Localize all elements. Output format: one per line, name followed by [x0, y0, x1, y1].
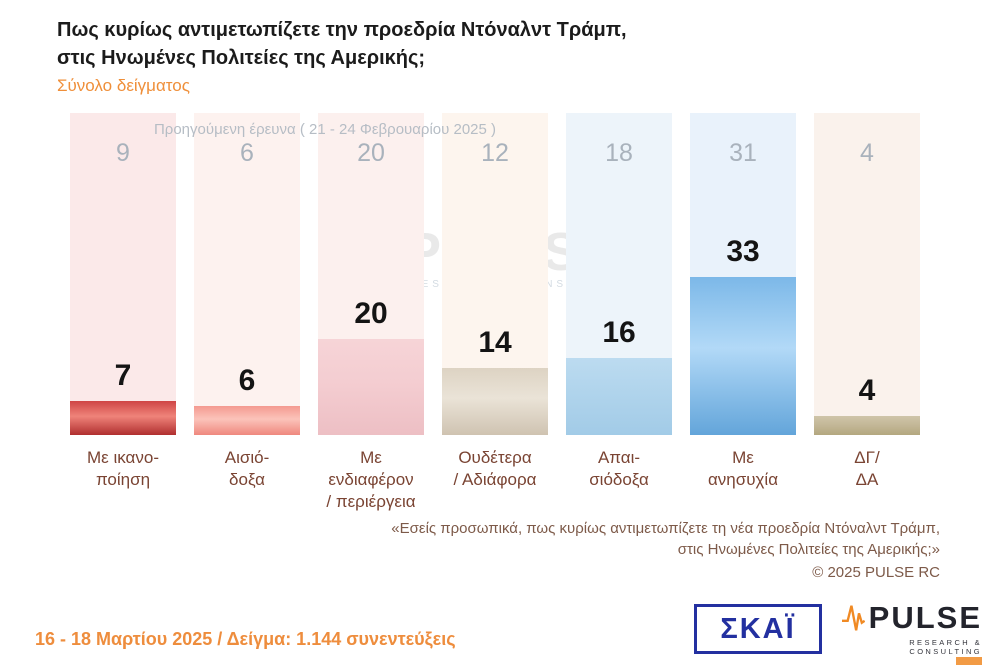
category-label-line: Με ικανο-	[87, 448, 159, 467]
previous-survey-header: Προηγούμενη έρευνα ( 21 - 24 Φεβρουαρίου…	[153, 121, 497, 138]
pulse-logo-accent	[956, 657, 982, 665]
category-label-line: / περιέργεια	[326, 492, 416, 511]
category-label-line: Ουδέτερα	[458, 448, 532, 467]
current-value-label: 6	[238, 364, 256, 397]
pulse-logo: PULSE RESEARCH & CONSULTING	[842, 600, 982, 665]
previous-value-label: 31	[729, 139, 757, 167]
bar-chart: Προηγούμενη έρευνα ( 21 - 24 Φεβρουαρίου…	[70, 113, 920, 435]
bar-7	[814, 416, 920, 435]
bar-1	[70, 401, 176, 435]
pulse-logo-text: PULSE	[868, 600, 982, 635]
current-value-label: 16	[602, 316, 636, 349]
column-background	[194, 113, 300, 435]
category-label-line: Με ενδιαφέρον	[328, 448, 414, 489]
skai-logo-text: ΣΚΑΪ	[720, 612, 796, 645]
chart-column: 31 33	[690, 113, 796, 435]
bar-5	[566, 358, 672, 435]
page-title: Πως κυρίως αντιμετωπίζετε την προεδρία Ν…	[57, 16, 627, 72]
column-background	[814, 113, 920, 435]
skai-logo: ΣΚΑΪ	[694, 604, 822, 654]
bar-3	[318, 339, 424, 435]
current-value-label: 14	[478, 326, 512, 359]
previous-value-label: 20	[357, 139, 385, 167]
category-label-line: Αισιό-	[224, 448, 270, 467]
footnote-line2: στις Ηνωμένες Πολιτείες της Αμερικής;»	[677, 541, 940, 558]
previous-value-label: 6	[240, 139, 254, 167]
bar-2	[194, 406, 300, 435]
survey-footnote: «Εσείς προσωπικά, πως κυρίως αντιμετωπίζ…	[391, 518, 940, 583]
previous-value-label: 9	[116, 139, 130, 167]
current-value-label: 7	[114, 359, 132, 392]
category-label-line: Με	[732, 448, 754, 467]
category-label: Ουδέτερα / Αδιάφορα	[442, 447, 548, 513]
footer-date-sample: 16 - 18 Μαρτίου 2025 / Δείγμα: 1.144 συν…	[35, 629, 456, 649]
page-title-line2: στις Ηνωμένες Πολιτείες της Αμερικής;	[57, 47, 426, 69]
category-label-line: σιόδοξα	[589, 470, 649, 489]
chart-columns: 9 7 6 6 20 20 12 14 18 16 31 33 4 4	[70, 113, 920, 435]
category-label-line: ΔΑ	[855, 470, 879, 489]
bar-6	[690, 277, 796, 435]
category-labels-row: Με ικανο-ποίηση Αισιό-δοξα Με ενδιαφέρον / …	[70, 447, 920, 513]
current-value-label: 20	[354, 297, 388, 330]
sample-subtitle: Σύνολο δείγματος	[57, 76, 190, 95]
category-label: Με ικανο-ποίηση	[70, 447, 176, 513]
chart-column: 12 14	[442, 113, 548, 435]
column-background	[70, 113, 176, 435]
previous-value-label: 18	[605, 139, 633, 167]
pulse-waveform-icon	[842, 605, 865, 631]
category-label-line: / Αδιάφορα	[453, 470, 537, 489]
pulse-logo-tagline: RESEARCH & CONSULTING	[909, 638, 982, 656]
footnote-line1: «Εσείς προσωπικά, πως κυρίως αντιμετωπίζ…	[391, 520, 940, 537]
category-label-line: Απαι-	[597, 448, 641, 467]
copyright-line: © 2025 PULSE RC	[812, 564, 940, 581]
category-label-line: δοξα	[229, 470, 265, 489]
category-label: Αισιό-δοξα	[194, 447, 300, 513]
category-label: Απαι-σιόδοξα	[566, 447, 672, 513]
category-label: Με ανησυχία	[690, 447, 796, 513]
previous-value-label: 12	[481, 139, 509, 167]
category-label-line: ποίηση	[95, 470, 151, 489]
chart-column: 20 20	[318, 113, 424, 435]
current-value-label: 4	[858, 374, 876, 407]
current-value-label: 33	[726, 235, 760, 268]
previous-value-label: 4	[860, 139, 874, 167]
category-label-line: ΔΓ/	[854, 448, 880, 467]
page-title-line1: Πως κυρίως αντιμετωπίζετε την προεδρία Ν…	[57, 19, 627, 41]
bar-4	[442, 368, 548, 435]
category-label: Με ενδιαφέρον / περιέργεια	[318, 447, 424, 513]
category-label: ΔΓ/ΔΑ	[814, 447, 920, 513]
category-label-line: ανησυχία	[707, 470, 779, 489]
chart-column: 18 16	[566, 113, 672, 435]
